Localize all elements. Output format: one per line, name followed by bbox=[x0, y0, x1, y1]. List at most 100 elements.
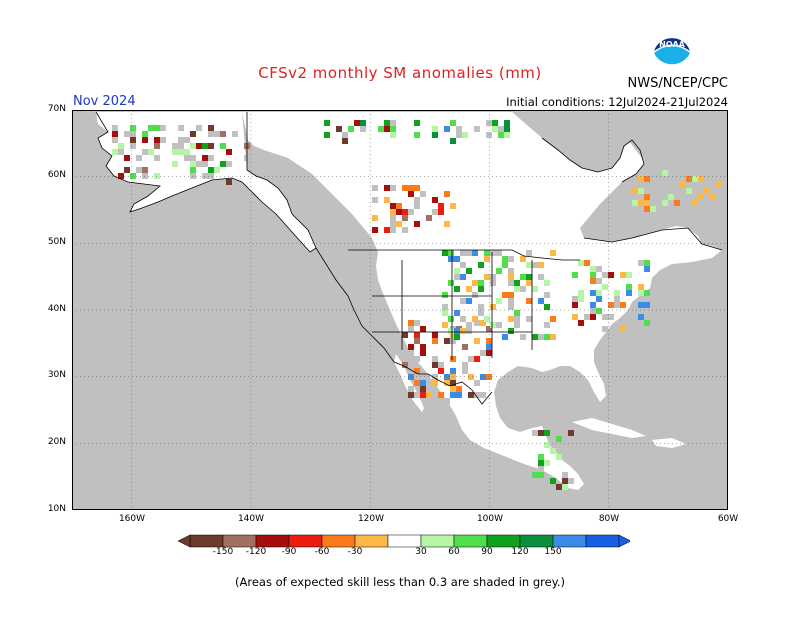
anomaly-cell-190 bbox=[438, 368, 444, 374]
anomaly-cell-133 bbox=[130, 137, 136, 143]
anomaly-cell-94 bbox=[154, 155, 160, 161]
org-label: NWS/NCEP/CPC bbox=[627, 76, 728, 91]
anomaly-cell-383 bbox=[484, 256, 490, 262]
anomaly-cell-21 bbox=[444, 221, 450, 227]
anomaly-cell-448 bbox=[596, 290, 602, 296]
anomaly-cell-275 bbox=[638, 170, 644, 176]
anomaly-cell-331 bbox=[484, 274, 490, 280]
anomaly-cell-384 bbox=[508, 328, 514, 334]
anomaly-cell-250 bbox=[692, 176, 698, 182]
anomaly-cell-280 bbox=[632, 188, 638, 194]
noaa-logo-icon: NOAA bbox=[651, 29, 693, 71]
anomaly-cell-379 bbox=[442, 250, 448, 256]
anomaly-cell-486 bbox=[538, 430, 544, 436]
anomaly-cell-188 bbox=[462, 362, 468, 368]
anomaly-cell-346 bbox=[514, 316, 520, 322]
anomaly-cell-305 bbox=[466, 286, 472, 292]
anomaly-cell-476 bbox=[544, 442, 550, 448]
logo-text: NOAA bbox=[659, 40, 685, 49]
anomaly-cell-214 bbox=[456, 386, 462, 392]
anomaly-cell-462 bbox=[562, 478, 568, 484]
anomaly-cell-236 bbox=[474, 320, 480, 326]
anomaly-cell-80 bbox=[492, 126, 498, 132]
colorbar-bin-0 bbox=[189, 534, 224, 548]
anomaly-cell-364 bbox=[508, 298, 514, 304]
anomaly-cell-396 bbox=[544, 292, 550, 298]
anomaly-cell-41 bbox=[486, 120, 492, 126]
anomaly-cell-293 bbox=[538, 298, 544, 304]
anomaly-cell-51 bbox=[462, 132, 468, 138]
anomaly-cell-392 bbox=[490, 322, 496, 328]
anomaly-cell-377 bbox=[442, 310, 448, 316]
anomaly-cell-126 bbox=[112, 131, 118, 137]
anomaly-cell-252 bbox=[674, 200, 680, 206]
anomaly-cell-105 bbox=[142, 167, 148, 173]
anomaly-cell-78 bbox=[414, 132, 420, 138]
colorbar-bin-5 bbox=[354, 534, 389, 548]
anomaly-cell-177 bbox=[414, 332, 420, 338]
anomaly-cell-464 bbox=[562, 472, 568, 478]
anomaly-cell-217 bbox=[480, 350, 486, 356]
anomaly-cell-187 bbox=[450, 332, 456, 338]
anomaly-cell-343 bbox=[478, 262, 484, 268]
forecast-month: Nov 2024 bbox=[73, 94, 136, 109]
anomaly-cell-342 bbox=[478, 304, 484, 310]
anomaly-cell-159 bbox=[124, 155, 130, 161]
anomaly-cell-43 bbox=[432, 126, 438, 132]
lat-label-70: 70N bbox=[47, 104, 66, 114]
anomaly-cell-119 bbox=[172, 143, 178, 149]
anomaly-cell-366 bbox=[520, 256, 526, 262]
anomaly-cell-31 bbox=[372, 185, 378, 191]
anomaly-cell-171 bbox=[432, 338, 438, 344]
anomaly-cell-203 bbox=[444, 374, 450, 380]
anomaly-cell-286 bbox=[668, 194, 674, 200]
anomaly-cell-350 bbox=[478, 280, 484, 286]
anomaly-cell-68 bbox=[456, 126, 462, 132]
anomaly-cell-282 bbox=[638, 188, 644, 194]
anomaly-cell-62 bbox=[390, 126, 396, 132]
anomaly-cell-358 bbox=[472, 280, 478, 286]
anomaly-cell-199 bbox=[450, 374, 456, 380]
anomaly-cell-444 bbox=[572, 314, 578, 320]
anomaly-cell-370 bbox=[490, 280, 496, 286]
anomaly-cell-481 bbox=[538, 484, 544, 490]
anomaly-cell-287 bbox=[638, 200, 644, 206]
anomaly-cell-196 bbox=[408, 344, 414, 350]
anomaly-cell-259 bbox=[644, 206, 650, 212]
anomaly-cell-5 bbox=[414, 203, 420, 209]
anomaly-cell-244 bbox=[408, 350, 414, 356]
anomaly-cell-109 bbox=[208, 125, 214, 131]
anomaly-cell-298 bbox=[484, 250, 490, 256]
anomaly-cell-263 bbox=[704, 188, 710, 194]
anomaly-cell-233 bbox=[486, 344, 492, 350]
colorbar-right-triangle bbox=[618, 534, 630, 548]
anomaly-cell-256 bbox=[698, 194, 704, 200]
anomaly-cell-221 bbox=[414, 380, 420, 386]
anomaly-cell-35 bbox=[390, 215, 396, 221]
anomaly-cell-176 bbox=[450, 368, 456, 374]
anomaly-cell-239 bbox=[462, 344, 468, 350]
anomaly-cell-24 bbox=[390, 227, 396, 233]
anomaly-cell-195 bbox=[444, 338, 450, 344]
anomaly-cell-117 bbox=[220, 131, 226, 137]
anomaly-cell-100 bbox=[160, 125, 166, 131]
lon-label-120w: 120W bbox=[357, 514, 385, 524]
anomaly-cell-248 bbox=[474, 338, 480, 344]
anomaly-cell-356 bbox=[502, 334, 508, 340]
anomaly-cell-160 bbox=[148, 125, 154, 131]
anomaly-cell-267 bbox=[656, 170, 662, 176]
anomaly-cell-422 bbox=[644, 302, 650, 308]
anomaly-cell-458 bbox=[578, 290, 584, 296]
colorbar-bin-12 bbox=[585, 534, 620, 548]
anomaly-cell-227 bbox=[402, 362, 408, 368]
anomaly-cell-111 bbox=[172, 161, 178, 167]
anomaly-cell-335 bbox=[520, 286, 526, 292]
anomaly-cell-405 bbox=[638, 290, 644, 296]
anomaly-cell-429 bbox=[596, 308, 602, 314]
anomaly-cell-222 bbox=[420, 386, 426, 392]
anomaly-cell-479 bbox=[544, 430, 550, 436]
anomaly-cell-166 bbox=[226, 161, 232, 167]
skill-note: (Areas of expected skill less than 0.3 a… bbox=[235, 575, 565, 589]
anomaly-cell-157 bbox=[208, 143, 214, 149]
anomaly-cell-149 bbox=[130, 125, 136, 131]
